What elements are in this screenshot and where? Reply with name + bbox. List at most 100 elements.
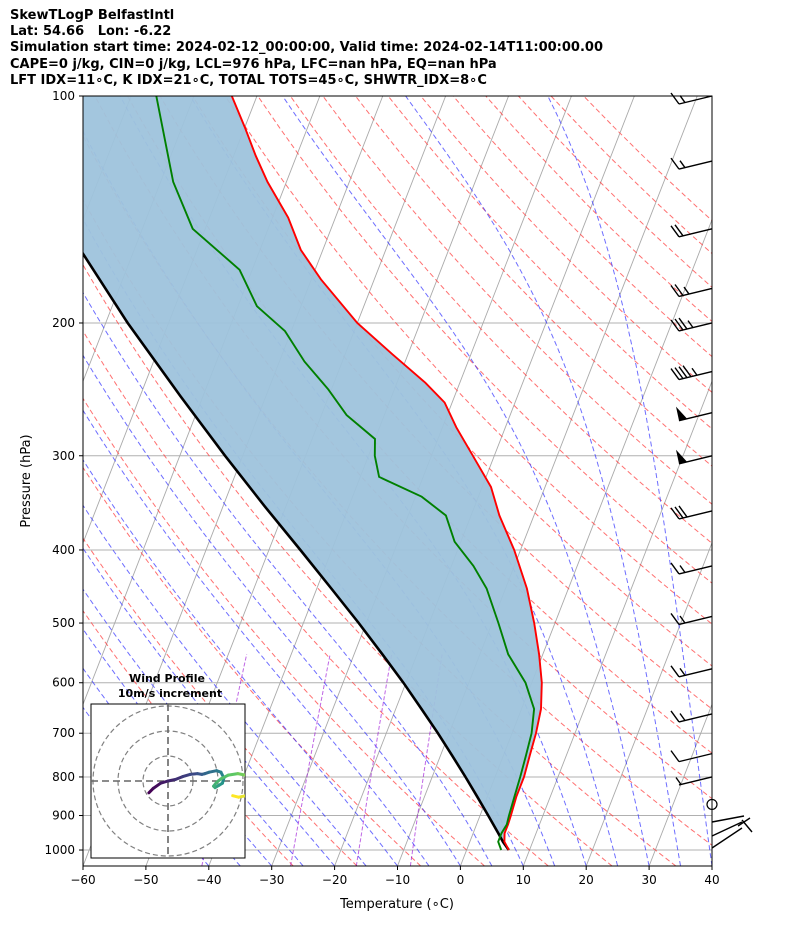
x-axis-label: Temperature (∘C) [339,897,454,912]
wind-barb [670,284,713,298]
x-tick-label: 20 [579,873,594,887]
dry-adiabat [83,466,422,866]
x-tick-label: 30 [641,873,656,887]
header-latlon: Lat: 54.66 Lon: -6.22 [10,24,172,40]
x-tick-label: 40 [704,873,719,887]
isotherm-line [711,864,712,866]
barb-full [670,562,680,575]
barb-full [674,506,684,519]
barb-half [675,777,682,785]
mixing-ratio-line [355,654,393,866]
wind-barb [670,365,713,381]
y-tick-label: 200 [52,316,75,330]
wind-barb [670,224,713,238]
barb-staff [711,821,743,837]
dry-adiabat [83,263,613,866]
wind-barb [670,613,713,626]
dry-adiabat [83,397,485,866]
barb-staff [678,322,713,332]
x-tick-label: 0 [457,873,465,887]
barb-full [674,318,684,331]
wind-barb [670,562,713,575]
barb-staff [678,752,713,763]
dewpoint-line [155,96,536,851]
y-tick-label: 600 [52,676,75,690]
moist-adiabat [405,96,681,866]
x-tick-label: −30 [259,873,284,887]
x-tick-label: −50 [133,873,158,887]
header-times: Simulation start time: 2024-02-12_00:00:… [10,40,603,56]
barb-full [670,225,680,238]
y-tick-label: 800 [52,770,75,784]
y-tick-label: 900 [52,809,75,823]
isotherm-line [585,541,712,866]
x-tick-label: 10 [516,873,531,887]
wind-profile-inset: Wind Profile 10m/s increment [90,672,253,859]
inset-title: Wind Profile [129,672,205,685]
isotherm-line [0,96,68,866]
hodograph-segment [226,772,240,777]
barb-staff [678,228,713,238]
x-axis: −60 −50 −40 −30 −20 −10 0 10 20 30 40 [70,866,720,887]
barb-full [670,368,680,380]
moist-adiabat [83,409,430,866]
y-tick-label: 100 [52,89,75,103]
barb-full [678,317,688,330]
barb-staff [678,287,713,298]
dry-adiabat [583,96,712,222]
barb-half [683,286,690,295]
dry-adiabat [83,537,358,866]
inset-subtitle: 10m/s increment [118,687,222,700]
moist-adiabat [282,96,650,866]
wind-barb [676,406,713,422]
barb-full [674,367,684,380]
moist-adiabat [83,291,493,866]
moist-adiabat [83,354,461,866]
wind-barb [670,665,713,678]
cape-cin-shading [83,96,542,850]
barb-full [678,366,688,379]
y-tick-label: 1000 [44,843,75,857]
isotherm-line [522,380,712,866]
barb-full [674,284,684,296]
hodograph-segment [244,794,245,797]
header-indices-2: LFT IDX=11∘C, K IDX=21∘C, TOTAL TOTS=45∘… [10,72,487,88]
barb-full [670,285,680,297]
dry-adiabat [224,96,712,625]
moist-adiabat [83,504,367,866]
barb-staff [678,455,713,465]
y-tick-label: 700 [52,726,75,740]
barb-staff [678,776,713,786]
barb-flag [676,406,687,421]
x-tick-label: −10 [385,873,410,887]
barb-full [674,224,684,237]
dry-adiabat [289,96,712,544]
barb-staff [678,370,713,381]
wind-barb [670,92,713,105]
y-axis: 1000 900 800 700 600 500 400 300 200 100 [44,89,83,857]
barb-staff [711,827,743,849]
barb-full [737,817,751,827]
parcel-line [83,251,510,851]
barb-full [670,750,680,763]
barb-half [691,367,698,376]
wind-barb [670,157,713,170]
hodograph-segment [250,779,253,785]
barb-full [682,365,692,378]
dry-adiabat [518,96,712,288]
barb-staff [678,510,713,520]
wind-barb [675,776,713,786]
barb-half [679,667,686,676]
barb-full [678,505,688,518]
isotherm-line [0,96,5,866]
chart-header: SkewTLogP BelfastIntl Lat: 54.66 Lon: -6… [10,8,603,89]
cape-shading [83,96,542,850]
wind-barb [670,505,713,520]
wind-barb [670,710,713,723]
header-indices-1: CAPE=0 j/kg, CIN=0 j/kg, LCL=976 hPa, LF… [10,56,497,72]
moist-adiabat [547,96,712,866]
wind-barb [670,750,713,763]
barb-flag [676,449,687,464]
barb-half [679,713,686,721]
